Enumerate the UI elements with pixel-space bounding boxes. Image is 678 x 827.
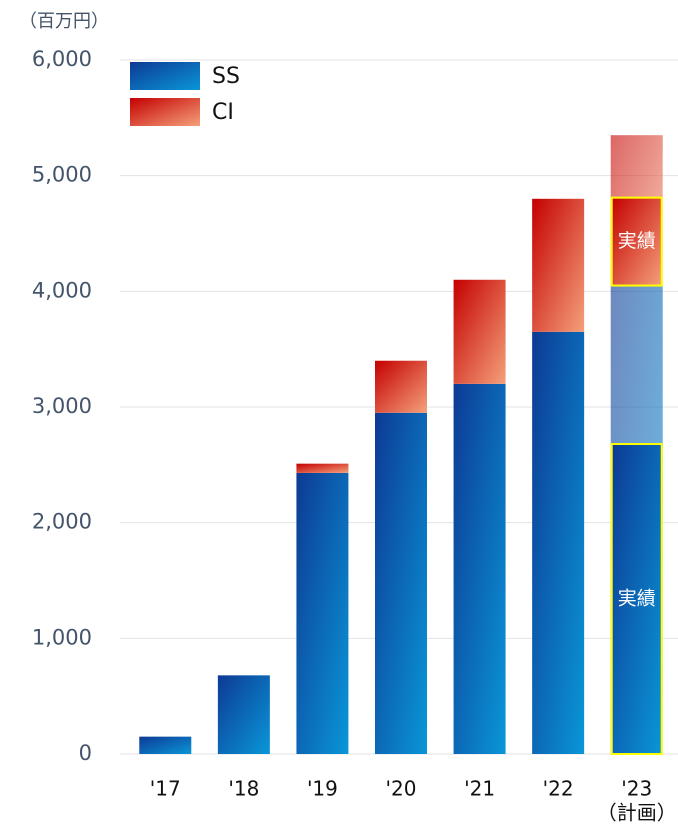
bar-segment <box>217 675 270 754</box>
x-tick-label: '20 <box>386 777 417 801</box>
actual-segment <box>610 196 663 287</box>
x-tick-label: '18 <box>228 777 259 801</box>
bar-segment <box>532 331 585 754</box>
y-tick-label: 0 <box>79 741 92 765</box>
bar-segment <box>453 279 506 384</box>
legend-label: CI <box>212 100 234 125</box>
x-tick-label: '19 <box>307 777 338 801</box>
bar-segment <box>296 472 349 754</box>
bar-segment <box>296 463 349 473</box>
x-tick-label: '17 <box>150 777 181 801</box>
bar-segment <box>532 198 585 332</box>
y-tick-label: 3,000 <box>32 394 92 418</box>
actual-label: 実績 <box>618 230 656 252</box>
y-tick-label: 5,000 <box>32 163 92 187</box>
x-tick-label: '22 <box>543 777 574 801</box>
legend-swatch <box>130 98 200 126</box>
x-tick-sublabel: （計画） <box>597 801 677 825</box>
y-tick-label: 4,000 <box>32 278 92 302</box>
bar-segment <box>375 360 427 413</box>
y-tick-label: 1,000 <box>32 625 92 649</box>
legend-label: SS <box>212 64 240 89</box>
bar-segment <box>139 736 192 754</box>
legend-swatch <box>130 62 200 90</box>
y-tick-label: 6,000 <box>32 47 92 71</box>
y-axis-label: （百万円） <box>19 11 109 32</box>
x-tick-label: '23 <box>621 777 652 801</box>
bar-segment <box>375 412 427 754</box>
actual-label: 実績 <box>618 588 656 610</box>
x-tick-label: '21 <box>464 777 495 801</box>
bar-segment <box>453 383 506 754</box>
actual-segment <box>610 443 663 755</box>
y-tick-label: 2,000 <box>32 510 92 534</box>
